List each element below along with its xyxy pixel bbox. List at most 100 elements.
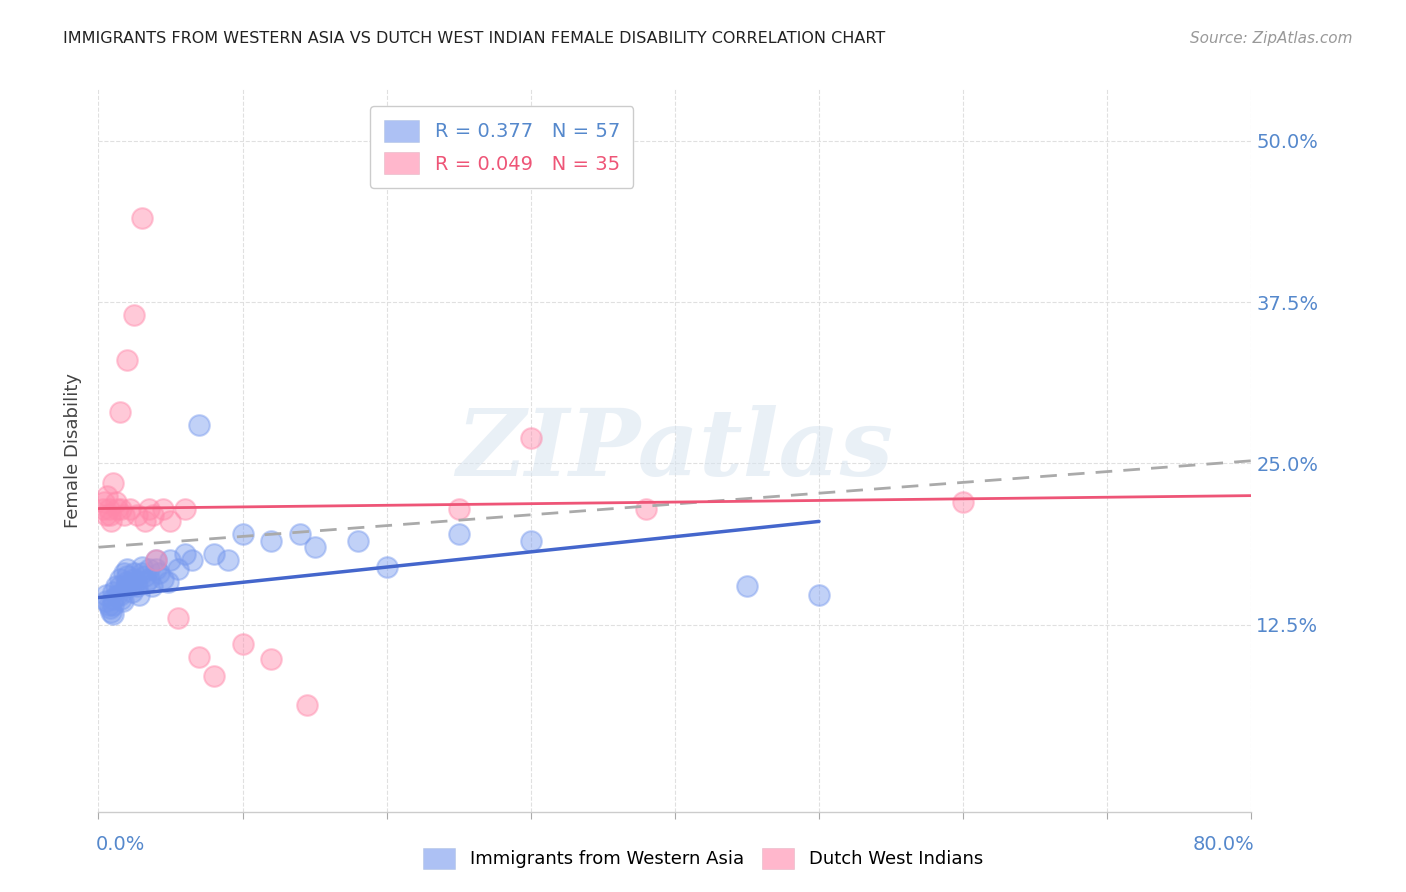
Point [91,501,114,516]
Point [138,501,160,516]
Point [101,599,124,613]
Point [94,594,117,608]
Point [110,591,132,606]
Point [260,533,283,548]
Point [117,575,139,590]
Legend: Immigrants from Western Asia, Dutch West Indians: Immigrants from Western Asia, Dutch West… [416,840,990,876]
Point [148,566,170,580]
Point [105,501,128,516]
Point [114,579,136,593]
Point [120,501,142,516]
Point [134,568,156,582]
Point [131,211,153,226]
Point [110,501,132,516]
Point [142,508,165,522]
Point [141,579,163,593]
Point [108,573,131,587]
Point [520,431,543,445]
Point [520,533,543,548]
Point [117,562,139,576]
Point [145,553,167,567]
Point [159,515,181,529]
Point [166,562,188,576]
Point [117,568,139,582]
Y-axis label: Female Disability: Female Disability [63,373,82,528]
Point [202,669,225,683]
Point [111,594,134,608]
Point [127,508,149,522]
Text: 80.0%: 80.0% [1192,835,1254,854]
Point [108,405,131,419]
Legend: R = 0.377   N = 57, R = 0.049   N = 35: R = 0.377 N = 57, R = 0.049 N = 35 [370,106,634,188]
Point [121,585,143,599]
Point [112,508,135,522]
Point [231,527,254,541]
Point [125,575,148,590]
Point [117,353,139,368]
Point [97,501,120,516]
Point [135,575,157,590]
Point [447,527,470,541]
Point [112,566,135,580]
Point [156,575,179,590]
Point [101,475,124,490]
Point [138,562,160,576]
Point [346,533,368,548]
Point [124,573,146,587]
Point [152,573,174,587]
Point [105,588,128,602]
Point [108,579,131,593]
Text: 0.0%: 0.0% [96,835,145,854]
Point [188,649,211,664]
Point [127,579,149,593]
Point [124,308,146,322]
Point [145,553,167,567]
Point [94,588,117,602]
Point [98,508,121,522]
Point [166,611,188,625]
Point [952,495,974,509]
Point [735,579,758,593]
Point [98,600,121,615]
Point [159,553,181,567]
Point [93,495,115,509]
Point [138,573,160,587]
Point [202,547,225,561]
Point [94,508,117,522]
Point [96,489,118,503]
Point [636,501,658,516]
Point [375,559,398,574]
Point [128,588,150,602]
Point [120,579,142,593]
Point [104,579,127,593]
Point [134,515,156,529]
Point [100,515,122,529]
Point [145,562,167,576]
Point [97,599,120,613]
Point [124,566,146,580]
Point [101,607,124,622]
Point [304,540,326,554]
Point [260,652,283,666]
Point [290,527,312,541]
Point [231,637,254,651]
Text: IMMIGRANTS FROM WESTERN ASIA VS DUTCH WEST INDIAN FEMALE DISABILITY CORRELATION : IMMIGRANTS FROM WESTERN ASIA VS DUTCH WE… [63,31,886,46]
Point [174,547,197,561]
Point [152,501,174,516]
Point [101,585,124,599]
Point [131,559,153,574]
Point [297,698,319,712]
Point [108,588,131,602]
Point [174,501,197,516]
Text: Source: ZipAtlas.com: Source: ZipAtlas.com [1189,31,1353,46]
Point [101,591,124,606]
Point [181,553,204,567]
Point [217,553,239,567]
Point [447,501,470,516]
Point [188,417,211,432]
Point [131,566,153,580]
Text: ZIPatlas: ZIPatlas [457,406,893,495]
Point [104,495,127,509]
Point [808,588,831,602]
Point [100,605,122,619]
